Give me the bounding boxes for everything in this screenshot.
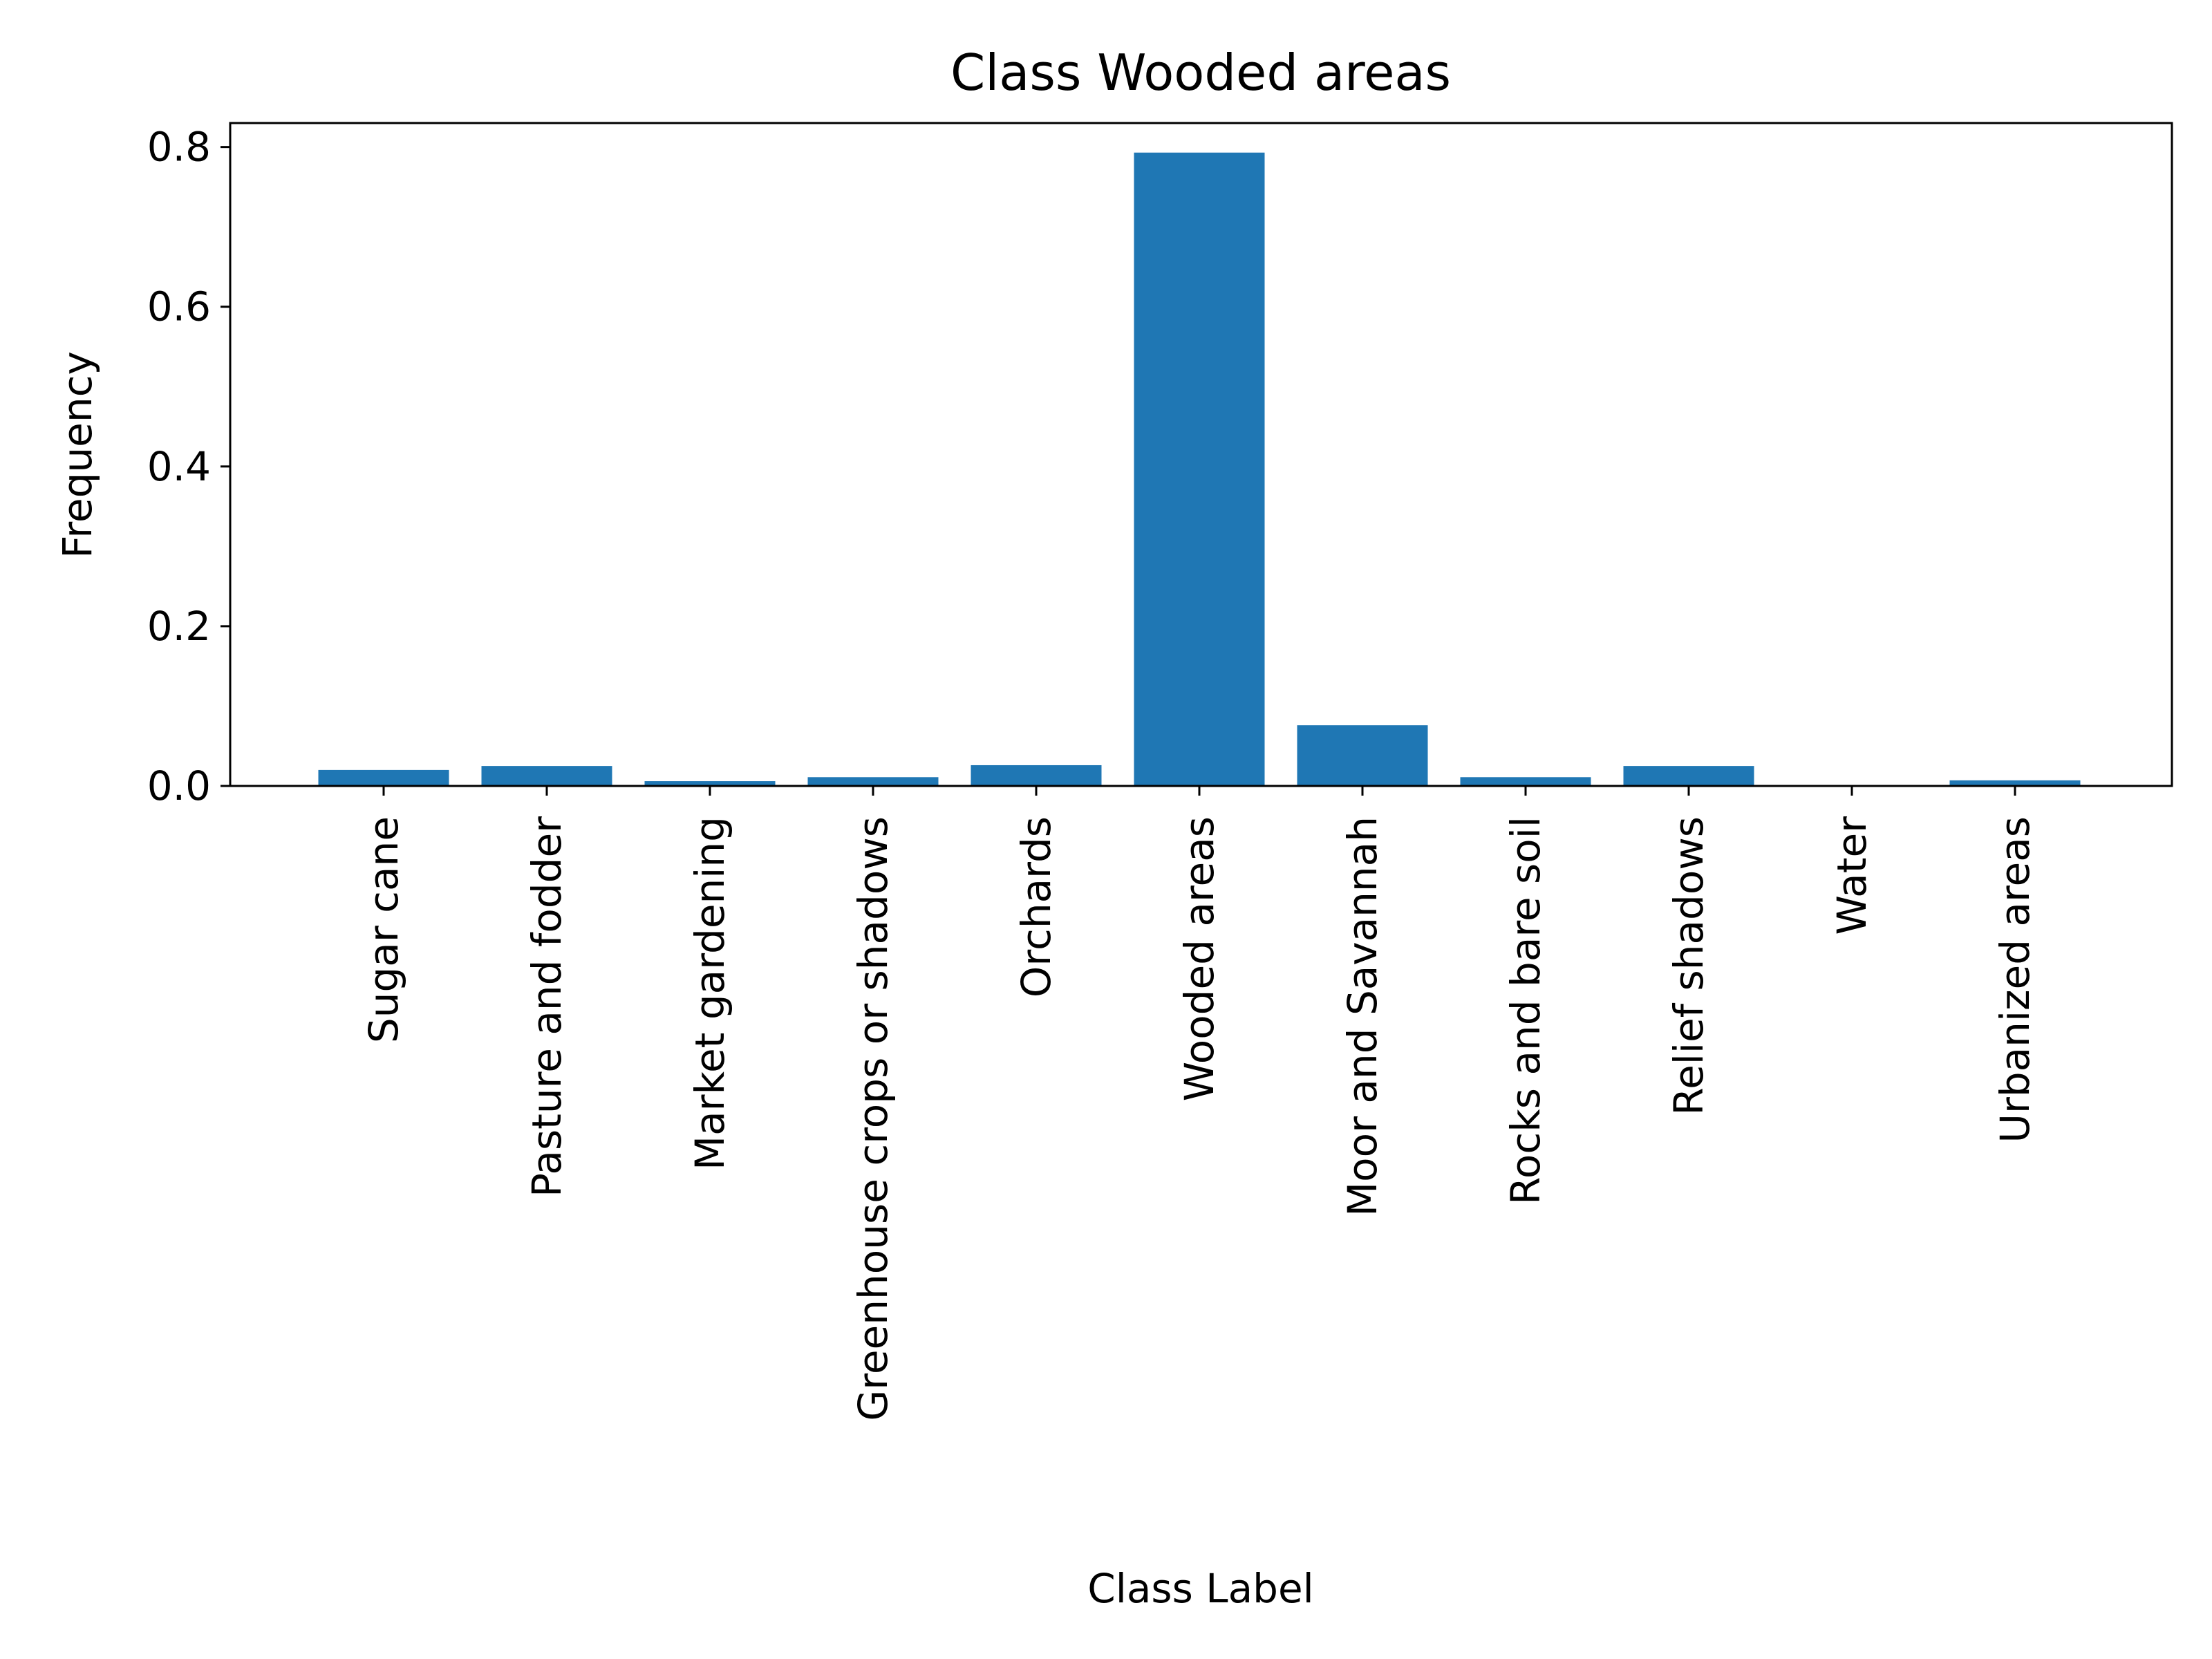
plot-frame (229, 122, 2173, 787)
bar-2 (644, 781, 776, 786)
bar-7 (1460, 777, 1591, 786)
y-tick-label: 0.8 (147, 124, 211, 171)
bar-5 (1134, 152, 1265, 786)
y-tick-label: 0.6 (147, 283, 211, 330)
bar-4 (971, 765, 1102, 786)
bars-group (318, 152, 2081, 786)
y-tick-label: 0.2 (147, 603, 211, 650)
y-axis-label: Frequency (54, 351, 101, 559)
chart-title: Class Wooded areas (950, 44, 1451, 102)
x-tick-label: Moor and Savannah (1339, 816, 1386, 1217)
x-tick-label: Wooded areas (1176, 816, 1223, 1101)
y-tick-label: 0.0 (147, 762, 211, 809)
bar-6 (1297, 725, 1428, 786)
x-tick-label: Water (1828, 816, 1875, 935)
y-tick-label: 0.4 (147, 443, 211, 490)
x-tick-label: Greenhouse crops or shadows (850, 816, 897, 1421)
y-axis: 0.0 0.2 0.4 0.6 0.8 (147, 124, 230, 809)
x-tick-label: Rocks and bare soil (1502, 816, 1549, 1205)
x-tick-label: Orchards (1013, 816, 1060, 997)
bar-0 (318, 769, 449, 786)
bar-8 (1623, 766, 1754, 786)
x-tick-label: Pasture and fodder (523, 816, 570, 1197)
x-tick-label: Urbanized areas (1991, 816, 2038, 1143)
x-axis-label: Class Label (1087, 1565, 1314, 1612)
bar-1 (481, 766, 612, 786)
x-tick-label: Sugar cane (360, 816, 407, 1043)
x-tick-label: Relief shadows (1665, 816, 1712, 1116)
x-tick-label: Market gardening (686, 816, 733, 1170)
x-axis: Sugar cane Pasture and fodder Market garde… (360, 786, 2038, 1421)
bar-3 (807, 777, 939, 786)
bar-10 (1949, 780, 2081, 786)
